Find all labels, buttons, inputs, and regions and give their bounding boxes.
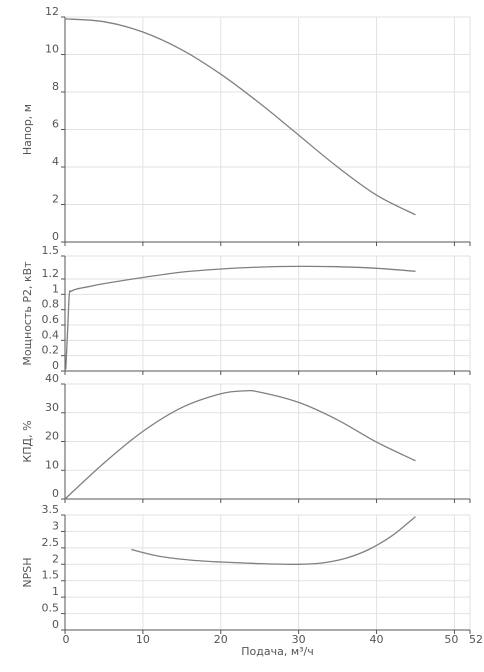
x-tick-label: 10 (136, 633, 150, 646)
y-tick-label-head: 8 (52, 80, 59, 93)
y-tick-label-power: 1.2 (42, 267, 60, 280)
y-axis-title-head: Напор, м (21, 104, 34, 155)
x-tick-label: 40 (370, 633, 384, 646)
y-tick-label-head: 0 (52, 230, 59, 243)
y-tick-label-power: 0.8 (42, 298, 60, 311)
y-tick-label-efficiency: 30 (45, 401, 59, 414)
y-tick-label-npsh: 2 (52, 552, 59, 565)
x-tick-label: 50 (444, 633, 458, 646)
y-axis-title-efficiency: КПД, % (21, 420, 34, 462)
y-tick-label-efficiency: 40 (45, 372, 59, 385)
y-tick-label-power: 1 (52, 282, 59, 295)
curve-npsh (131, 516, 416, 565)
y-tick-label-power: 0.4 (42, 328, 60, 341)
curve-efficiency (64, 389, 416, 500)
y-tick-label-npsh: 2.5 (42, 536, 60, 549)
y-tick-label-npsh: 1.5 (42, 569, 60, 582)
x-tick-label: 52 (469, 633, 483, 646)
y-tick-label-power: 0.2 (42, 344, 60, 357)
y-tick-label-head: 4 (52, 155, 59, 168)
x-tick-label: 30 (292, 633, 306, 646)
y-tick-label-npsh: 0 (52, 618, 59, 631)
y-tick-label-power: 0.6 (42, 313, 60, 326)
y-tick-label-power: 1.5 (42, 244, 60, 257)
y-tick-label-power: 0 (52, 359, 59, 372)
y-tick-label-head: 12 (45, 5, 59, 18)
y-axis-title-npsh: NPSH (21, 557, 34, 587)
y-tick-label-efficiency: 0 (52, 487, 59, 500)
y-tick-label-npsh: 3.5 (42, 503, 60, 516)
y-tick-label-head: 6 (52, 118, 59, 131)
y-axis-title-power: Мощность P2, кВт (21, 261, 34, 366)
curve-head (64, 18, 416, 216)
x-tick-label: 0 (63, 633, 70, 646)
x-axis-title: Подача, м³/ч (241, 645, 314, 658)
y-tick-label-npsh: 1 (52, 585, 59, 598)
x-tick-label: 20 (214, 633, 228, 646)
y-tick-label-npsh: 3 (52, 519, 59, 532)
y-tick-label-efficiency: 10 (45, 458, 59, 471)
y-tick-label-npsh: 0.5 (42, 602, 60, 615)
curve-power (65, 265, 416, 370)
y-tick-label-head: 2 (52, 193, 59, 206)
y-tick-label-head: 10 (45, 43, 59, 56)
y-tick-label-efficiency: 20 (45, 430, 59, 443)
